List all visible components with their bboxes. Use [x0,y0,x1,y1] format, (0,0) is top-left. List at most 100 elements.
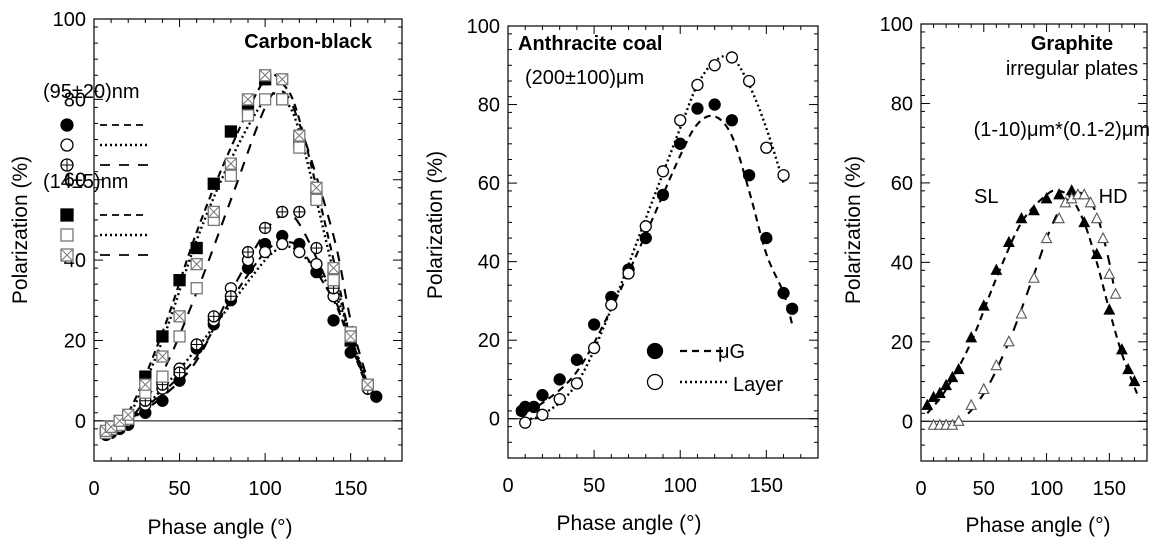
data-point-series-1 [276,237,289,251]
data-point-series-1 [1097,231,1109,244]
data-point-series-0 [656,188,670,202]
data-point-series-1 [674,114,687,127]
data-point-series-1 [1028,271,1040,283]
data-point-series-4 [327,274,340,287]
graphite-chart: 0 20 40 60 80 100 0 50 100 150 Phase angle (°) Po… [842,14,1150,537]
series-label-sl: SL [974,186,998,208]
fit-curve-1 [524,54,785,420]
data-point-series-1 [1084,196,1097,208]
data-point-series-5 [293,129,306,142]
y-tick-label: 80 [64,89,86,111]
data-point-series-1 [1090,211,1103,224]
y-tick-label: 20 [891,332,913,354]
data-point-series-5 [122,408,135,421]
y-tick-label: 100 [880,14,913,36]
data-point-series-0 [952,362,965,375]
x-tick-label: 50 [168,478,190,500]
fit-curve-0 [516,114,794,416]
data-point-series-5 [173,310,186,323]
data-point-series-1 [1078,188,1091,200]
y-axis-title: Polarization (%) [842,156,865,304]
data-point-series-0 [570,353,584,366]
data-point-series-5 [190,257,203,271]
data-point-series-1 [1053,211,1066,224]
data-point-series-1 [570,377,584,390]
y-tick-label: 80 [891,93,913,115]
x-axis-title: Phase angle (°) [557,512,702,535]
chart-title: Anthracite coal [518,33,662,55]
data-point-series-2 [173,366,186,379]
data-point-series-5 [327,261,340,275]
data-point-series-2 [310,241,323,255]
legend: (95±20)nm (14±5)nm [43,81,148,262]
data-point-series-1 [952,414,965,426]
data-point-series-0 [1078,215,1091,228]
data-point-series-0 [527,400,540,414]
y-tick-label: 40 [478,252,500,274]
data-point-series-1 [553,392,566,406]
data-point-series-5 [156,350,169,363]
fit-curve-2 [102,213,369,434]
data-point-series-5 [276,73,289,86]
data-point-series-1 [519,416,532,429]
data-point-series-0 [1122,362,1135,375]
legend-marker-2 [60,158,74,172]
data-point-series-0 [940,378,953,391]
data-point-series-1 [742,74,756,88]
y-tick-label: 80 [478,95,500,117]
x-tick-label: 0 [915,478,926,500]
data-point-series-1 [293,245,306,259]
data-point-series-0 [777,286,790,300]
series-label-hd: HD [1099,186,1128,208]
data-point-series-0 [327,314,340,327]
data-point-series-1 [1002,335,1015,347]
data-point-series-5 [344,330,357,343]
fit-curve-0 [926,189,1138,414]
data-point-series-1 [708,59,721,72]
chart-title: Graphite [1031,33,1113,55]
data-point-series-2 [258,221,272,235]
x-tick-label: 100 [248,478,281,500]
data-point-series-1 [760,141,773,154]
legend-label-layer: Layer [733,374,783,396]
y-tick-label: 100 [467,16,500,38]
data-point-series-3 [190,241,203,255]
data-point-series-1 [725,51,739,64]
data-point-series-0 [921,398,934,410]
data-point-series-4 [241,109,255,122]
data-point-series-1 [639,220,652,233]
data-point-series-1 [1109,287,1122,299]
legend-marker-0 [646,342,664,360]
data-point-series-2 [190,338,203,351]
data-point-series-1 [1040,231,1053,244]
data-point-series-1 [1103,267,1116,279]
data-point-series-4 [258,93,272,106]
y-tick-label: 20 [64,330,86,352]
data-point-series-1 [605,298,618,311]
x-tick-label: 100 [1030,478,1063,500]
x-tick-label: 150 [334,478,367,500]
chart-title: Carbon-black [244,31,373,53]
legend: μG Layer [646,341,783,396]
y-tick-label: 0 [75,411,86,433]
data-point-series-1 [1015,307,1028,319]
data-point-series-3 [156,330,169,343]
data-point-series-5 [258,69,272,82]
data-point-series-1 [310,257,323,271]
data-point-series-0 [691,102,704,115]
y-tick-label: 60 [478,173,500,195]
x-tick-label: 100 [664,475,697,497]
fit-curve-1 [933,191,1117,427]
data-point-series-0 [786,302,799,315]
data-point-series-5 [361,378,374,391]
legend-marker-4 [60,228,74,242]
x-axis-title: Phase angle (°) [966,514,1111,537]
data-point-series-1 [622,267,635,280]
y-tick-label: 60 [891,173,913,195]
legend-group-small: (14±5)nm [43,171,128,193]
y-tick-label: 0 [489,409,500,431]
legend-label-ug: μG [718,341,745,363]
data-point-series-0 [977,299,990,311]
